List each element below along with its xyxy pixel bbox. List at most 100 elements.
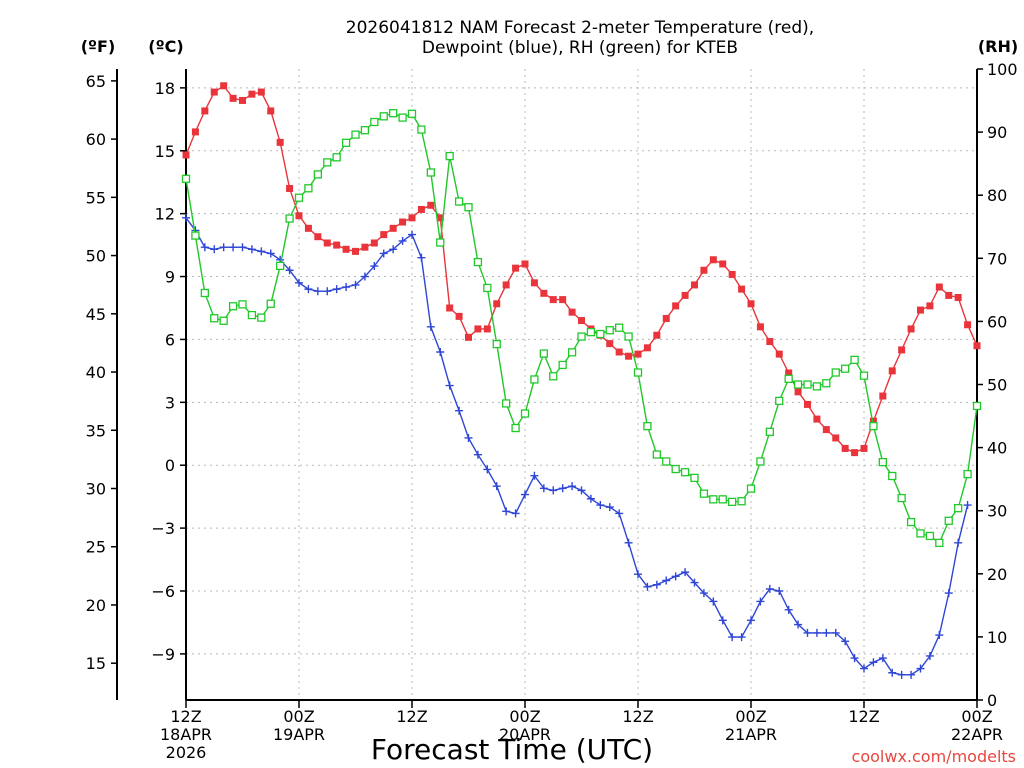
- data-point: [577, 332, 586, 341]
- fahrenheit-tick-label: 30: [86, 480, 106, 499]
- data-point: [652, 580, 661, 589]
- data-point: [841, 637, 850, 646]
- data-point: [756, 457, 765, 466]
- rh-tick-label: 0: [987, 691, 997, 710]
- rh-tick-label: 100: [987, 60, 1018, 79]
- data-point: [737, 497, 746, 506]
- rh-tick-label: 30: [987, 502, 1007, 521]
- data-point: [879, 392, 887, 400]
- credit-text[interactable]: coolwx.com/modelts: [852, 747, 1016, 766]
- data-point: [746, 484, 756, 493]
- data-point: [493, 300, 501, 308]
- data-point: [804, 400, 811, 408]
- series-line: [185, 84, 978, 454]
- time-tick-label: 00Z: [509, 707, 540, 726]
- data-point: [878, 457, 887, 467]
- data-point: [652, 450, 661, 459]
- data-point: [229, 94, 237, 102]
- data-point: [586, 494, 595, 503]
- data-point: [634, 570, 642, 579]
- data-point: [540, 289, 548, 297]
- data-point: [963, 469, 972, 479]
- time-tick-label: 12Z: [396, 707, 427, 726]
- data-point: [813, 415, 821, 423]
- data-point: [257, 313, 266, 322]
- data-point: [925, 531, 935, 541]
- data-point: [850, 654, 859, 663]
- fahrenheit-tick-label: 25: [86, 538, 106, 557]
- data-point: [539, 349, 548, 358]
- series-line: [185, 217, 969, 676]
- data-point: [925, 651, 934, 660]
- data-point: [860, 664, 868, 673]
- data-point: [568, 308, 576, 316]
- data-point: [709, 495, 718, 504]
- data-point: [822, 426, 830, 434]
- data-point: [793, 380, 803, 389]
- series-line: [185, 112, 978, 544]
- data-point: [784, 605, 793, 614]
- data-point: [643, 421, 652, 431]
- series-rh: [181, 109, 982, 548]
- data-point: [738, 285, 746, 293]
- data-point: [473, 257, 483, 267]
- x-axis-label: Forecast Time (UTC): [371, 733, 653, 766]
- fahrenheit-tick-label: 35: [86, 421, 106, 440]
- data-point: [680, 468, 690, 477]
- data-point: [511, 423, 520, 433]
- data-point: [662, 576, 671, 585]
- data-point: [973, 342, 981, 350]
- fahrenheit-unit-label: (ºF): [81, 37, 116, 56]
- data-point: [699, 589, 708, 598]
- data-point: [964, 321, 972, 329]
- data-point: [869, 658, 878, 667]
- data-point: [502, 507, 511, 516]
- data-point: [766, 338, 774, 346]
- data-point: [615, 509, 624, 518]
- rh-tick-label: 70: [987, 249, 1007, 268]
- series-2-meter-temperature: [182, 82, 981, 457]
- celsius-tick-label: 15: [155, 142, 175, 161]
- data-point: [427, 201, 435, 209]
- data-point: [361, 243, 369, 251]
- data-point: [916, 664, 925, 673]
- fahrenheit-tick-label: 15: [86, 654, 106, 673]
- data-point: [615, 348, 623, 356]
- data-point: [257, 247, 266, 256]
- data-point: [859, 371, 869, 380]
- data-point: [691, 281, 698, 289]
- data-point: [699, 489, 709, 498]
- data-point: [446, 304, 454, 312]
- data-point: [690, 473, 699, 483]
- data-point: [266, 249, 275, 258]
- celsius-tick-label: 3: [165, 393, 175, 412]
- data-point: [567, 348, 577, 357]
- data-point: [803, 380, 812, 389]
- data-point: [520, 409, 530, 418]
- time-tick-label: 00Z: [961, 707, 992, 726]
- time-tick-label: 12Z: [622, 707, 653, 726]
- data-point: [426, 322, 435, 331]
- data-point: [379, 249, 388, 258]
- data-point: [360, 126, 370, 135]
- data-point: [728, 497, 737, 507]
- data-point: [417, 125, 426, 134]
- data-point: [888, 668, 897, 677]
- data-point: [812, 382, 822, 391]
- data-point: [389, 245, 398, 254]
- data-point: [577, 486, 586, 495]
- data-point: [351, 130, 360, 139]
- celsius-tick-label: 9: [165, 268, 175, 287]
- data-point: [436, 214, 444, 222]
- data-point: [643, 582, 652, 591]
- data-point: [775, 586, 784, 595]
- time-tick-label: 22APR: [951, 725, 1003, 744]
- data-point: [229, 243, 238, 252]
- data-point: [935, 283, 943, 291]
- celsius-tick-label: −9: [151, 645, 175, 664]
- data-point: [784, 374, 793, 383]
- fahrenheit-tick-label: 45: [86, 305, 106, 324]
- data-point: [756, 323, 764, 331]
- data-point: [483, 283, 492, 293]
